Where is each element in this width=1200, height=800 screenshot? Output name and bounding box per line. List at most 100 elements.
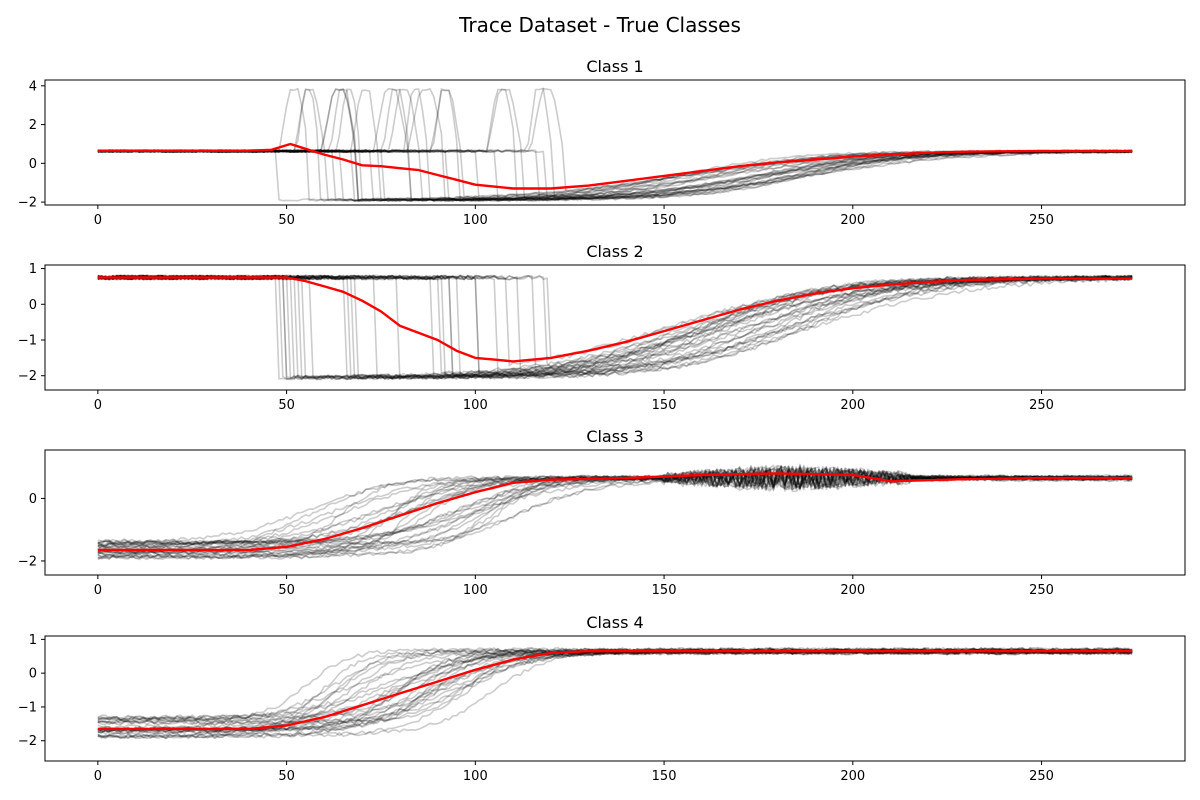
- sample-series-line: [97, 650, 1133, 732]
- mean-line-layer: [97, 650, 1133, 731]
- x-ticks-layer: 0 50 100 150 200 250: [94, 390, 1054, 413]
- sample-lines-layer: [97, 87, 1133, 202]
- y-tick-label: −2: [18, 196, 37, 211]
- y-tick-label: −2: [18, 369, 37, 384]
- y-tick-label: 0: [29, 667, 37, 682]
- x-ticks-layer: 0 50 100 150 200 250: [94, 205, 1054, 228]
- subplot-title: Class 2: [586, 242, 643, 261]
- mean-line-layer: [97, 276, 1133, 363]
- axes-frame: [44, 635, 1186, 762]
- x-tick-label: 150: [652, 583, 677, 598]
- x-tick-label: 0: [94, 398, 102, 413]
- mean-series-line: [97, 650, 1133, 731]
- x-tick-label: 0: [94, 583, 102, 598]
- sample-series-line: [97, 88, 1133, 202]
- x-tick-label: 150: [652, 213, 677, 228]
- x-tick-label: 200: [840, 769, 865, 784]
- x-ticks-layer: 0 50 100 150 200 250: [94, 575, 1054, 598]
- sample-series-line: [97, 649, 1133, 726]
- sample-series-line: [97, 649, 1133, 723]
- x-tick-label: 100: [463, 583, 488, 598]
- y-tick-label: −2: [18, 734, 37, 749]
- x-tick-label: 250: [1029, 213, 1054, 228]
- sample-series-line: [97, 466, 1133, 561]
- x-tick-label: 100: [463, 398, 488, 413]
- sample-series-line: [97, 274, 1133, 381]
- x-tick-label: 150: [652, 769, 677, 784]
- x-tick-label: 200: [840, 583, 865, 598]
- figure-suptitle: Trace Dataset - True Classes: [458, 13, 741, 37]
- sample-series-line: [97, 648, 1133, 722]
- mean-series-line: [97, 472, 1133, 552]
- x-tick-label: 50: [278, 213, 295, 228]
- x-tick-label: 200: [840, 398, 865, 413]
- x-ticks-layer: 0 50 100 150 200 250: [94, 761, 1054, 784]
- y-tick-label: 0: [29, 298, 37, 313]
- subplot-class-1: Class 1 −2 0 2 4 0 50 100 150 200 250: [18, 57, 1186, 228]
- sample-lines-layer: [97, 274, 1133, 381]
- sample-series-line: [97, 464, 1133, 548]
- mean-series-line: [97, 142, 1133, 190]
- subplot-title: Class 1: [586, 57, 643, 76]
- axes-frame: [44, 449, 1186, 576]
- sample-series-line: [97, 88, 1133, 202]
- sample-series-line: [97, 88, 1133, 202]
- y-tick-label: 0: [29, 157, 37, 172]
- x-tick-label: 0: [94, 213, 102, 228]
- y-ticks-layer: −2 0 2 4: [18, 79, 45, 211]
- x-tick-label: 250: [1029, 398, 1054, 413]
- sample-series-line: [97, 88, 1133, 202]
- sample-lines-layer: [97, 646, 1133, 740]
- x-tick-label: 200: [840, 213, 865, 228]
- sample-series-line: [97, 649, 1133, 730]
- sample-series-line: [97, 88, 1133, 202]
- sample-series-line: [97, 647, 1133, 721]
- sample-series-line: [97, 647, 1133, 720]
- sample-series-line: [97, 88, 1133, 202]
- y-ticks-layer: −2 −1 0 1: [18, 262, 45, 384]
- sample-series-line: [97, 465, 1133, 544]
- sample-series-line: [97, 466, 1133, 559]
- x-tick-label: 250: [1029, 769, 1054, 784]
- sample-series-line: [97, 87, 1133, 192]
- mean-line-layer: [97, 472, 1133, 552]
- sample-series-line: [97, 274, 1133, 380]
- sample-series-line: [97, 88, 1133, 202]
- sample-series-line: [97, 274, 1133, 360]
- x-tick-label: 100: [463, 769, 488, 784]
- sample-series-line: [97, 274, 1133, 379]
- subplot-class-3: Class 3 −2 0 0 50 100 150 200 250: [18, 427, 1186, 598]
- sample-series-line: [97, 274, 1133, 381]
- y-tick-label: 2: [29, 118, 37, 133]
- sample-series-line: [97, 274, 1133, 368]
- sample-series-line: [97, 648, 1133, 722]
- subplot-title: Class 3: [586, 427, 643, 446]
- subplot-class-2: Class 2 −2 −1 0 1 0 50 100 150 200 250: [18, 242, 1186, 413]
- x-tick-label: 100: [463, 213, 488, 228]
- y-ticks-layer: −2 −1 0 1: [18, 633, 45, 749]
- y-tick-label: −1: [18, 700, 37, 715]
- axes-frame: [44, 79, 1186, 206]
- sample-series-line: [97, 465, 1133, 560]
- sample-series-line: [97, 274, 1133, 380]
- x-tick-label: 0: [94, 769, 102, 784]
- sample-series-line: [97, 87, 1133, 202]
- axes-frame: [44, 264, 1186, 391]
- y-ticks-layer: −2 0: [18, 492, 45, 569]
- subplot-class-4: Class 4 −2 −1 0 1 0 50 100 150 200 250: [18, 613, 1186, 784]
- mean-line-layer: [97, 142, 1133, 190]
- sample-series-line: [97, 649, 1133, 740]
- x-tick-label: 50: [278, 398, 295, 413]
- y-tick-label: 0: [29, 492, 37, 507]
- mean-series-line: [97, 276, 1133, 363]
- y-tick-label: 1: [29, 633, 37, 648]
- sample-series-line: [97, 647, 1133, 724]
- subplot-title: Class 4: [586, 613, 643, 632]
- x-tick-label: 150: [652, 398, 677, 413]
- y-tick-label: −2: [18, 554, 37, 569]
- y-tick-label: −1: [18, 334, 37, 349]
- x-tick-label: 50: [278, 583, 295, 598]
- sample-series-line: [97, 463, 1133, 546]
- x-tick-label: 50: [278, 769, 295, 784]
